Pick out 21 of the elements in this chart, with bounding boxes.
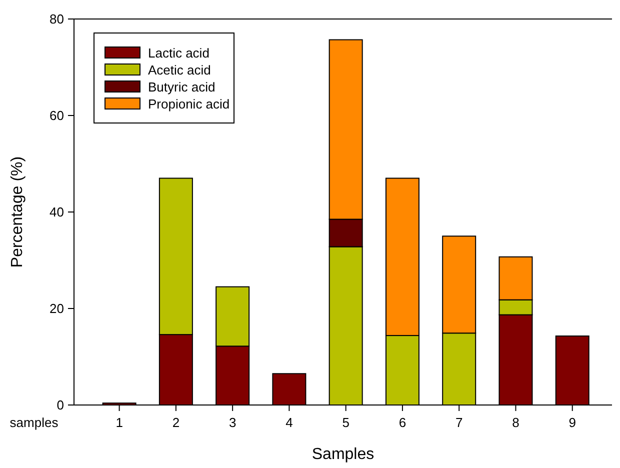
x-tick-label: 2 [172, 415, 180, 430]
x-tick-label: 6 [398, 415, 406, 430]
y-tick-label: 60 [50, 108, 64, 124]
x-tick-label: 8 [512, 415, 520, 430]
y-tick-label: 0 [56, 398, 64, 413]
y-tick-label: 80 [50, 12, 64, 27]
legend-label: Lactic acid [148, 46, 210, 61]
x-axis-title: Samples [312, 446, 374, 463]
legend-label: Propionic acid [148, 96, 230, 112]
text: samples [10, 415, 59, 430]
x-tick-label: 9 [568, 415, 576, 430]
y-axis-title: Percentage (%) [9, 156, 26, 268]
x-tick-label: 5 [342, 415, 350, 430]
x-tick-label: 4 [286, 415, 293, 430]
y-tick-label: 20 [50, 301, 64, 316]
x-tick-label: 3 [228, 415, 236, 430]
legend-label: Acetic acid [148, 62, 211, 78]
legend-label: Butyric acid [148, 80, 216, 95]
y-tick-label: 40 [50, 204, 64, 220]
x-tick-label: 7 [455, 415, 463, 430]
x-tick-label: 1 [116, 415, 123, 430]
